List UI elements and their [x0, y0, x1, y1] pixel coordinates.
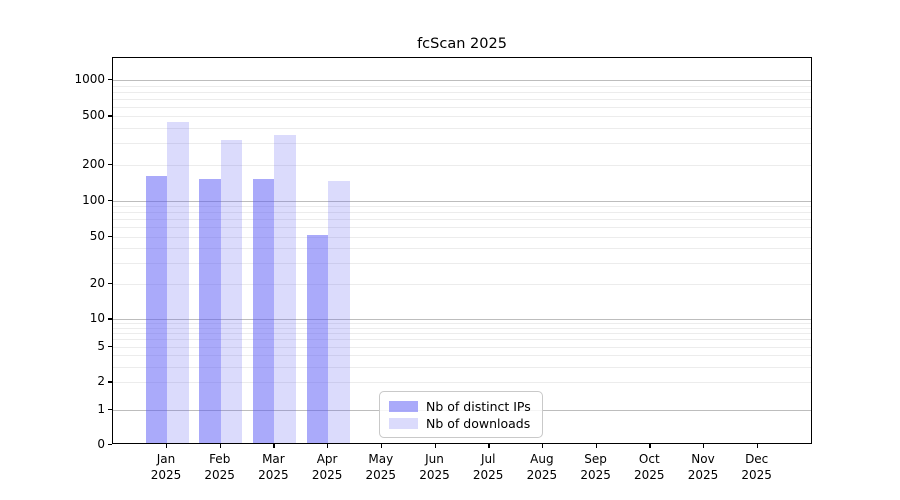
gridline-minor: [113, 236, 811, 238]
legend: Nb of distinct IPs Nb of downloads: [379, 391, 543, 438]
x-tick-mark: [541, 444, 544, 448]
legend-label: Nb of distinct IPs: [426, 399, 531, 414]
x-tick-label-aug: Aug 2025: [526, 452, 558, 482]
x-tick-label-sep: Sep 2025: [580, 452, 611, 482]
y-tick-mark: [108, 444, 112, 446]
bar-nb-of-downloads-mar: [274, 135, 296, 443]
gridline-minor: [113, 366, 811, 368]
legend-label: Nb of downloads: [426, 416, 531, 431]
y-tick-label: 200: [82, 156, 105, 171]
x-tick-label-apr: Apr 2025: [311, 452, 343, 482]
gridline-minor: [113, 85, 811, 87]
chart-title: fcScan 2025: [417, 36, 507, 52]
gridline-minor: [113, 248, 811, 250]
gridline-minor: [113, 333, 811, 335]
gridline-minor: [113, 106, 811, 108]
x-tick-mark: [219, 444, 222, 448]
y-tick-mark: [108, 282, 112, 285]
gridline-minor: [113, 339, 811, 341]
x-tick-mark: [380, 444, 383, 448]
plot-area: [112, 57, 812, 444]
gridline-minor: [113, 382, 811, 384]
gridline-major: [113, 201, 811, 202]
x-tick-mark: [488, 444, 490, 448]
gridline-minor: [113, 206, 811, 208]
gridline-minor: [113, 91, 811, 93]
y-tick-label: 10: [89, 311, 105, 326]
y-tick-label: 100: [82, 193, 105, 207]
x-tick-label-oct: Oct 2025: [634, 452, 665, 482]
x-tick-label-jan: Jan 2025: [150, 452, 182, 482]
gridline-major: [113, 80, 811, 81]
x-tick-mark: [649, 444, 651, 448]
x-tick-mark: [756, 444, 759, 448]
gridline-minor: [113, 355, 811, 357]
x-tick-mark: [166, 444, 168, 448]
y-tick-mark: [108, 79, 112, 81]
x-tick-label-nov: Nov 2025: [687, 452, 719, 482]
gridline-minor: [113, 262, 811, 264]
gridline-minor: [113, 128, 811, 130]
y-tick-label: 50: [89, 228, 105, 243]
bar-nb-of-distinct-ips-mar: [252, 179, 275, 443]
gridline-minor: [113, 346, 811, 348]
legend-entry: Nb of distinct IPs: [389, 399, 534, 414]
y-tick-label: 1: [97, 401, 105, 416]
y-tick-label: 0: [97, 437, 105, 451]
gridline-minor: [113, 143, 811, 145]
y-tick-mark: [108, 318, 112, 320]
legend-swatch: [389, 401, 418, 412]
gridline-minor: [113, 98, 811, 100]
gridline-major: [113, 319, 811, 321]
x-tick-label-mar: Mar 2025: [258, 452, 289, 482]
bar-nb-of-downloads-apr: [328, 181, 350, 443]
y-tick-label: 2: [97, 374, 105, 389]
gridline-minor: [113, 283, 811, 285]
x-tick-mark: [327, 444, 329, 448]
gridline-minor: [113, 328, 811, 330]
bar-nb-of-distinct-ips-apr: [306, 234, 329, 443]
legend-swatch: [389, 418, 418, 429]
gridline-minor: [113, 212, 811, 214]
bar-nb-of-distinct-ips-feb: [199, 178, 221, 443]
bar-nb-of-distinct-ips-jan: [145, 176, 167, 443]
y-tick-label: 5: [97, 338, 105, 353]
x-tick-label-jul: Jul 2025: [472, 452, 504, 482]
y-tick-mark: [108, 408, 112, 411]
y-tick-mark: [108, 200, 112, 202]
gridline-minor: [113, 227, 811, 229]
gridline-minor: [113, 219, 811, 221]
y-tick-label: 20: [89, 275, 105, 290]
y-tick-mark: [108, 381, 112, 383]
x-tick-mark: [434, 444, 436, 448]
gridline-minor: [113, 116, 811, 118]
bar-nb-of-downloads-jan: [167, 121, 189, 443]
gridline-minor: [113, 323, 811, 325]
x-tick-mark: [703, 444, 705, 448]
y-tick-label: 500: [82, 108, 105, 123]
gridline-minor: [113, 164, 811, 166]
x-tick-label-dec: Dec 2025: [741, 452, 772, 482]
legend-entry: Nb of downloads: [389, 416, 534, 431]
x-tick-label-feb: Feb 2025: [204, 452, 235, 482]
x-tick-label-may: May 2025: [365, 452, 397, 482]
y-tick-mark: [108, 235, 112, 237]
y-tick-mark: [108, 345, 112, 347]
x-tick-mark: [595, 444, 597, 448]
bar-nb-of-downloads-feb: [220, 139, 243, 443]
y-tick-mark: [108, 163, 112, 165]
y-tick-label: 1000: [74, 72, 105, 86]
x-tick-label-jun: Jun 2025: [419, 452, 450, 482]
y-tick-mark: [108, 115, 112, 117]
x-tick-mark: [273, 444, 275, 448]
